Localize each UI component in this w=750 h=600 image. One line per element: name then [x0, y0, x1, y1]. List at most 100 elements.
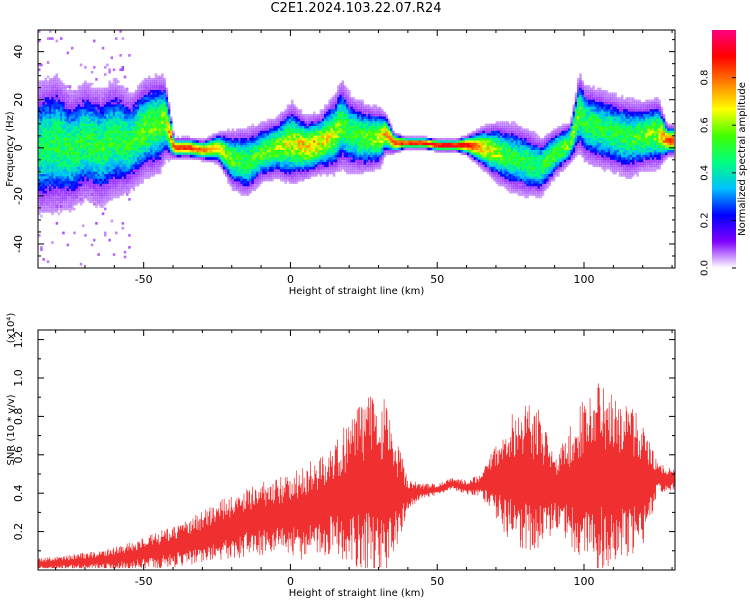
heatmap-cell: [90, 109, 94, 112]
heatmap-cell: [317, 159, 320, 163]
heatmap-cell: [112, 154, 116, 158]
heatmap-cell: [40, 147, 43, 151]
heatmap-cell: [95, 104, 98, 108]
heatmap-cell: [324, 150, 327, 153]
heatmap-cell: [77, 123, 81, 127]
heatmap-cell: [82, 133, 85, 136]
heatmap-cell: [335, 106, 338, 110]
heatmap-cell: [110, 183, 114, 187]
heatmap-cell: [315, 174, 318, 177]
heatmap-cell: [88, 171, 92, 175]
heatmap-cell: [95, 178, 98, 182]
chart-title: C2E1.2024.103.22.07.R24: [270, 1, 442, 16]
heatmap-cell: [95, 186, 98, 189]
heatmap-cell: [108, 154, 111, 158]
heatmap-cell: [62, 157, 65, 160]
heatmap-cell: [170, 145, 173, 148]
heatmap-cell: [295, 118, 298, 122]
heatmap-cell: [93, 164, 96, 168]
heatmap-cell: [66, 133, 70, 136]
heatmap-cell: [110, 104, 114, 108]
heatmap-cell: [119, 164, 122, 168]
heatmap-cell: [139, 147, 142, 151]
heatmap-cell: [326, 154, 329, 158]
heatmap-cell: [273, 123, 276, 127]
heatmap-cell: [295, 181, 298, 184]
heatmap-cell: [288, 162, 292, 165]
heatmap-cell: [341, 116, 345, 120]
heatmap-cell: [128, 157, 131, 160]
heatmap-cell: [64, 198, 67, 201]
heatmap-cell: [348, 106, 351, 110]
heatmap-cell: [156, 166, 160, 170]
heatmap-cell: [170, 154, 173, 158]
heatmap-cell: [264, 152, 268, 156]
heatmap-cell: [328, 123, 331, 127]
heatmap-cell: [88, 152, 92, 156]
heatmap-cell: [313, 159, 316, 163]
heatmap-cell: [264, 126, 268, 129]
heatmap-cell: [119, 193, 122, 196]
heatmap-cell: [260, 157, 263, 160]
heatmap-cell: [99, 116, 103, 120]
heatmap-cell: [77, 152, 81, 156]
heatmap-cell: [293, 164, 296, 168]
heatmap-cell: [139, 164, 142, 168]
heatmap-cell: [286, 164, 290, 168]
heatmap-cell: [297, 109, 301, 112]
heatmap-cell: [73, 231, 76, 235]
heatmap-cell: [84, 111, 87, 115]
heatmap-cell: [284, 171, 287, 175]
heatmap-cell: [110, 123, 114, 127]
heatmap-cell: [240, 190, 243, 194]
heatmap-cell: [75, 135, 78, 139]
heatmap-cell: [137, 183, 140, 187]
heatmap-cell: [293, 150, 296, 153]
heatmap-cell: [117, 90, 120, 93]
heatmap-cell: [49, 111, 52, 115]
heatmap-cell: [148, 123, 151, 127]
heatmap-cell: [126, 97, 129, 100]
heatmap-cell: [77, 186, 81, 189]
heatmap-cell: [77, 121, 81, 124]
heatmap-cell: [326, 109, 329, 112]
heatmap-cell: [330, 152, 334, 156]
heatmap-cell: [95, 87, 98, 91]
heatmap-cell: [313, 166, 316, 170]
heatmap-cell: [200, 145, 204, 148]
heatmap-cell: [106, 176, 109, 180]
heatmap-cell: [297, 133, 301, 136]
heatmap-cell: [161, 97, 164, 100]
heatmap-cell: [341, 140, 345, 144]
heatmap-cell: [49, 116, 52, 120]
heatmap-cell: [64, 164, 67, 168]
heatmap-cell: [277, 118, 281, 122]
heatmap-cell: [343, 128, 347, 132]
heatmap-cell: [73, 133, 76, 136]
heatmap-cell: [73, 150, 76, 153]
heatmap-cell: [137, 121, 140, 124]
heatmap-cell: [350, 97, 353, 100]
heatmap-cell: [225, 152, 228, 156]
heatmap-cell: [324, 123, 327, 127]
heatmap-cell: [88, 82, 92, 86]
heatmap-cell: [297, 159, 301, 163]
heatmap-cell: [341, 114, 345, 117]
heatmap-cell: [101, 186, 105, 189]
heatmap-cell: [348, 90, 351, 93]
heatmap-cell: [350, 150, 353, 153]
heatmap-cell: [242, 147, 246, 151]
heatmap-cell: [97, 90, 100, 93]
heatmap-cell: [40, 210, 43, 213]
heatmap-cell: [99, 111, 103, 115]
heatmap-cell: [42, 150, 45, 153]
heatmap-cell: [137, 102, 140, 105]
heatmap-cell: [101, 102, 105, 105]
heatmap-cell: [104, 154, 107, 158]
heatmap-cell: [71, 150, 74, 153]
heatmap-cell: [150, 169, 153, 172]
heatmap-cell: [123, 169, 127, 172]
heatmap-cell: [271, 154, 274, 158]
heatmap-cell: [165, 106, 169, 110]
heatmap-cell: [348, 140, 351, 144]
